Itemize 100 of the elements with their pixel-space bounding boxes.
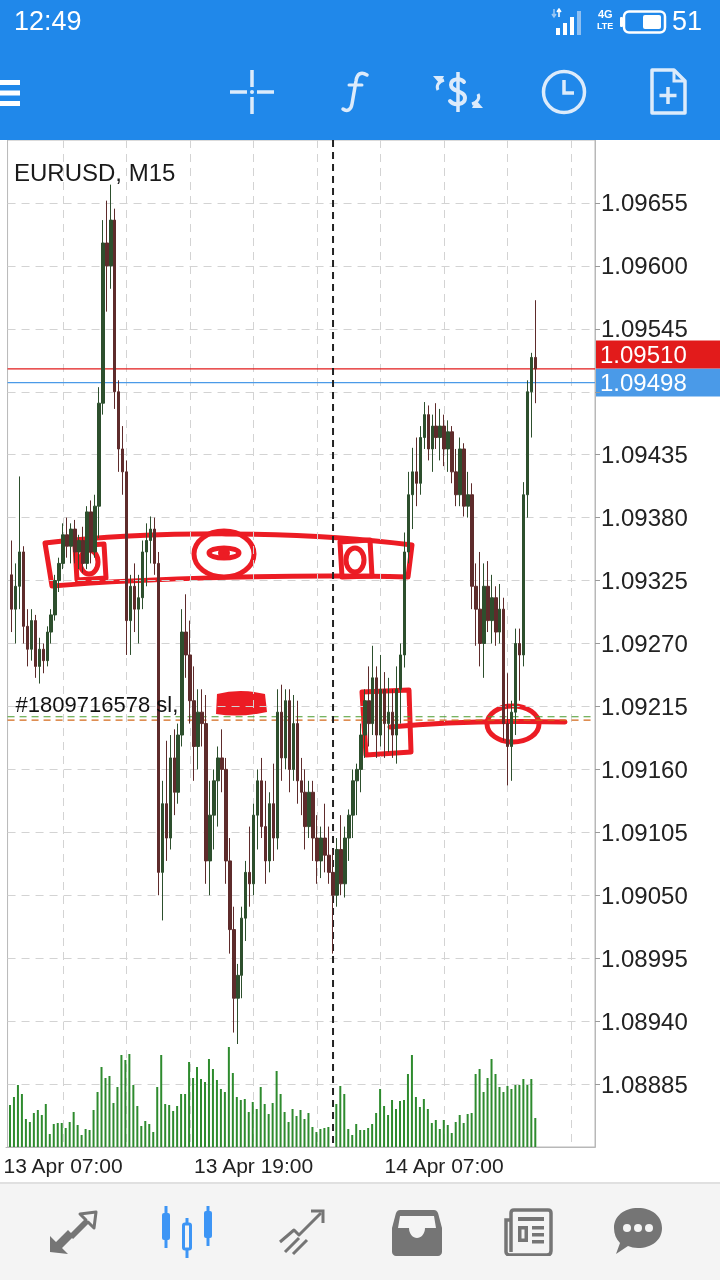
y-tick-label: 1.09270 [601, 630, 688, 657]
bar [359, 1130, 362, 1147]
bar [486, 1078, 489, 1147]
bar [243, 1099, 246, 1147]
y-tick-label: 1.09050 [601, 881, 688, 909]
ref-line-label: 1.09510 [600, 341, 687, 369]
candlestick [129, 574, 132, 656]
candlestick [335, 837, 339, 908]
candlestick [438, 408, 442, 461]
candlestick [498, 583, 501, 644]
y-tick-label: 1.09600 [601, 252, 688, 280]
bar [450, 1133, 453, 1147]
candlestick [288, 688, 291, 793]
bar [339, 1086, 342, 1147]
bar [64, 1128, 67, 1147]
candlestick [272, 763, 275, 862]
bar [180, 1094, 183, 1147]
y-tick-label: 1.08940 [601, 1007, 688, 1035]
bar [470, 1113, 473, 1147]
candlestick [165, 740, 168, 862]
candlestick [38, 637, 41, 685]
bar [430, 1123, 433, 1147]
bar [454, 1122, 457, 1147]
bar [530, 1079, 533, 1147]
bar [200, 1079, 203, 1147]
candlestick [34, 614, 37, 679]
candlestick [77, 534, 81, 570]
candlestick [248, 826, 251, 908]
bar [188, 1062, 191, 1147]
bar [506, 1086, 509, 1147]
bar [295, 1116, 298, 1147]
candlestick [482, 562, 486, 679]
candlestick [10, 540, 13, 633]
bar [223, 1092, 226, 1147]
y-tick-label: 1.09380 [601, 504, 688, 532]
bar [148, 1124, 151, 1147]
y-tick-label: 1.09105 [601, 818, 688, 846]
candlestick [292, 694, 295, 782]
bar [207, 1059, 210, 1147]
bar [267, 1114, 270, 1147]
x-tick-label: 13 Apr 07:00 [3, 1154, 123, 1177]
bar [367, 1128, 370, 1147]
bar [335, 1104, 338, 1147]
bar [52, 1124, 55, 1147]
candlestick [466, 471, 470, 519]
bar [323, 1128, 326, 1147]
bar [156, 1087, 159, 1147]
x-tick-label: 14 Apr 07:00 [384, 1154, 504, 1177]
bar [351, 1135, 354, 1147]
candlestick [387, 677, 390, 753]
bar [176, 1106, 179, 1147]
bar [315, 1132, 318, 1147]
ref-line-label: 1.09498 [600, 369, 687, 397]
bar [56, 1123, 59, 1147]
bar [438, 1129, 441, 1147]
bar [490, 1059, 493, 1147]
bar [410, 1055, 413, 1147]
text: 51 [672, 6, 703, 36]
candlestick [462, 442, 466, 517]
candlestick [89, 499, 93, 564]
bar [60, 1123, 63, 1147]
bar [132, 1085, 135, 1147]
candlestick [478, 551, 482, 667]
bar [124, 1060, 127, 1147]
candlestick [42, 643, 45, 674]
bar [32, 1113, 35, 1147]
bar [522, 1079, 525, 1147]
bar [319, 1129, 322, 1147]
y-tick-label: 1.09545 [601, 315, 688, 343]
bar [363, 1130, 366, 1147]
y-tick-label: 1.09160 [601, 755, 688, 783]
bar [347, 1129, 350, 1147]
bar [251, 1102, 254, 1147]
candlestick [30, 608, 33, 662]
bar [426, 1109, 429, 1147]
bar [164, 1104, 167, 1147]
candlestick [375, 665, 378, 759]
bar [28, 1122, 31, 1147]
candlestick [268, 791, 271, 873]
y-tick-label: 1.09325 [601, 567, 688, 595]
bar [239, 1100, 242, 1147]
bar [196, 1067, 199, 1147]
bar [494, 1074, 497, 1147]
bar [387, 1115, 390, 1147]
bar [299, 1110, 302, 1147]
candlestick [442, 414, 446, 467]
candlestick [534, 299, 537, 404]
bar [136, 1106, 139, 1147]
bar [379, 1089, 382, 1147]
candlestick [339, 814, 343, 896]
bar [307, 1113, 310, 1147]
bar [80, 1135, 83, 1147]
candlestick [280, 684, 283, 782]
y-tick-label: 1.08995 [601, 944, 688, 972]
candlestick [173, 728, 176, 816]
candlestick [383, 671, 386, 759]
bar [12, 1097, 15, 1147]
candlestick [65, 517, 69, 559]
candlestick [518, 628, 521, 702]
bar [402, 1100, 405, 1147]
